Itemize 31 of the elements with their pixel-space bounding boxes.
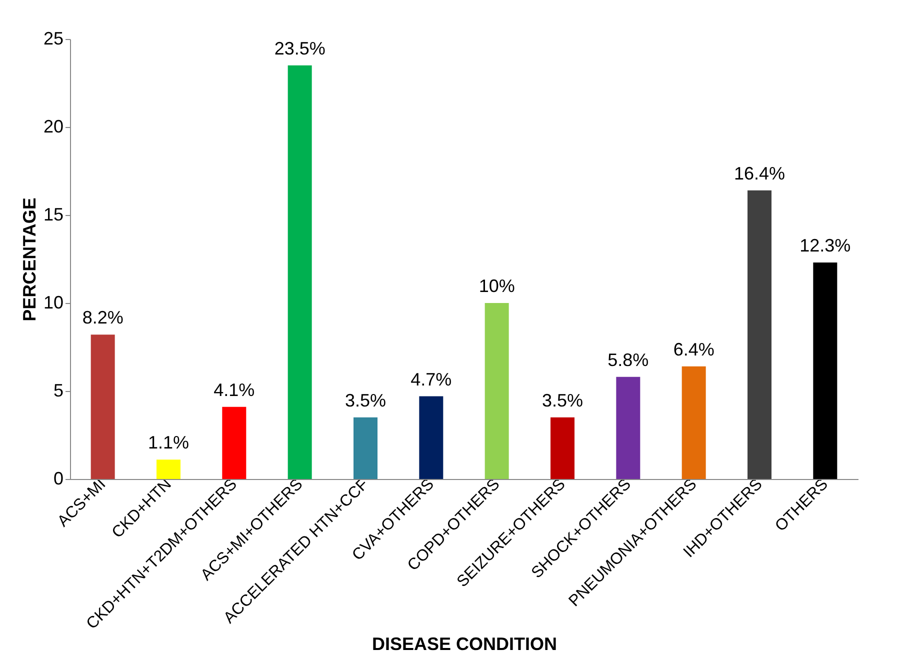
bar	[222, 406, 246, 479]
x-axis-title: DISEASE CONDITION	[372, 634, 558, 654]
bar	[616, 376, 640, 479]
data-label: 3.5%	[344, 390, 386, 410]
bar	[156, 460, 180, 479]
bar	[90, 334, 115, 479]
bar	[354, 417, 378, 479]
data-label: 4.1%	[214, 380, 255, 400]
y-tick-label: 15	[43, 204, 64, 224]
data-label: 23.5%	[274, 38, 326, 58]
data-label: 5.8%	[608, 350, 649, 370]
bar	[484, 303, 509, 479]
y-axis-title: PERCENTAGE	[19, 198, 40, 322]
bar	[682, 366, 706, 479]
data-label: 12.3%	[800, 236, 851, 256]
bar	[419, 396, 444, 479]
data-label: 16.4%	[734, 163, 786, 184]
data-label: 3.5%	[542, 390, 584, 410]
y-tick-label: 5	[53, 380, 64, 400]
bar	[813, 262, 838, 479]
bar	[748, 190, 772, 479]
y-tick-label: 25	[43, 28, 64, 48]
data-label: 10%	[478, 276, 515, 296]
y-tick-label: 10	[43, 292, 64, 312]
data-label: 8.2%	[82, 308, 124, 328]
data-label: 4.7%	[410, 369, 452, 390]
bar	[550, 417, 574, 479]
bar	[288, 65, 312, 479]
data-label: 6.4%	[673, 339, 714, 360]
data-label: 1.1%	[148, 432, 190, 453]
y-tick-label: 20	[43, 116, 64, 136]
